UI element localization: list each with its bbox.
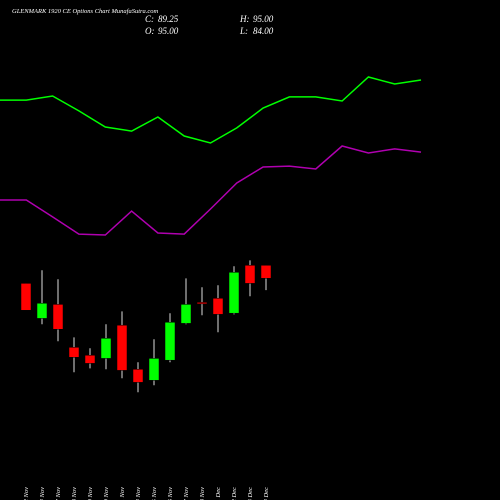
candle-body bbox=[260, 265, 272, 279]
x-tick-label: 21 Nov bbox=[119, 487, 126, 500]
candle-body bbox=[36, 303, 48, 319]
candle-body bbox=[132, 369, 144, 383]
x-tick-label: 02 Dec bbox=[231, 487, 238, 500]
candle-body bbox=[116, 324, 128, 371]
x-tick-label: 28 Nov bbox=[199, 487, 206, 500]
x-tick-label: 03 Dec bbox=[247, 487, 254, 500]
stat-label: H: bbox=[239, 14, 250, 24]
x-tick-label: 17 Nov bbox=[55, 487, 62, 500]
candle-body bbox=[148, 358, 160, 381]
line-series bbox=[0, 76, 422, 144]
stat-value: 84.00 bbox=[253, 26, 274, 36]
x-tick-label: 19 Nov bbox=[87, 487, 94, 500]
x-tick-label: 12 Nov bbox=[23, 487, 30, 500]
x-tick-label: 01 Dec bbox=[215, 487, 222, 500]
chart-title: GLENMARK 1920 CE Options Chart MunafaSut… bbox=[12, 8, 159, 15]
stat-label: C: bbox=[145, 14, 154, 24]
candle-body bbox=[68, 347, 80, 358]
candle-body bbox=[228, 272, 240, 314]
stat-label: O: bbox=[145, 26, 155, 36]
candle-body bbox=[100, 338, 112, 359]
x-tick-label: 18 Nov bbox=[71, 487, 78, 500]
candle-body bbox=[20, 283, 32, 311]
x-tick-label: 26 Nov bbox=[167, 487, 174, 500]
candle-body bbox=[212, 298, 224, 315]
candle-body bbox=[164, 322, 176, 361]
x-tick-label: 24 Nov bbox=[135, 487, 142, 500]
x-tick-label: 20 Nov bbox=[103, 487, 110, 500]
stat-value: 89.25 bbox=[158, 14, 179, 24]
stat-value: 95.00 bbox=[253, 14, 274, 24]
x-tick-label: 27 Nov bbox=[183, 487, 190, 500]
candle-body bbox=[196, 302, 208, 305]
x-tick-label: 14 Nov bbox=[39, 487, 46, 500]
candle-body bbox=[52, 304, 64, 330]
candle-body bbox=[180, 304, 192, 324]
stat-label: L: bbox=[239, 26, 248, 36]
x-tick-label: 04 Dec bbox=[263, 487, 270, 500]
x-tick-label: 25 Nov bbox=[151, 487, 158, 500]
candle-body bbox=[244, 265, 256, 284]
candle-body bbox=[84, 354, 96, 364]
line-series bbox=[0, 145, 422, 236]
stat-value: 95.00 bbox=[158, 26, 179, 36]
